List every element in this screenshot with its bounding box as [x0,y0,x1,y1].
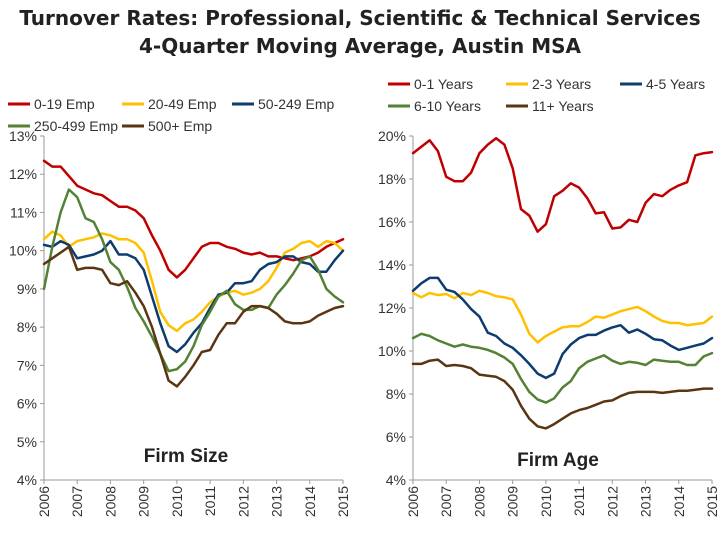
y-tick-label: 5% [17,434,37,450]
y-tick-label: 7% [17,357,37,373]
chart-title-line1: Turnover Rates: Professional, Scientific… [19,6,701,30]
legend-label: 6-10 Years [414,98,481,114]
legend-label: 0-1 Years [414,76,473,92]
x-tick-label: 2013 [269,486,285,517]
series-line [42,239,345,354]
x-tick-label: 2006 [405,486,421,517]
legend-label: 50-249 Emp [258,96,334,112]
x-tick-label: 2015 [704,486,720,517]
x-tick-label: 2007 [438,486,454,517]
x-tick-label: 2011 [202,486,218,516]
x-tick-label: 2014 [671,486,687,517]
x-tick-label: 2007 [69,486,85,517]
panel-label: Firm Size [144,446,228,467]
y-tick-label: 6% [386,429,406,445]
x-tick-label: 2012 [604,486,620,517]
y-tick-label: 12% [378,300,406,316]
legend-label: 11+ Years [532,98,594,114]
series-line [411,358,714,430]
y-tick-label: 4% [386,472,406,488]
y-tick-label: 8% [17,319,37,335]
x-tick-label: 2006 [36,486,52,517]
y-tick-label: 10% [378,343,406,359]
y-tick-label: 6% [17,396,37,412]
x-tick-label: 2009 [505,486,521,517]
y-tick-label: 10% [9,243,37,259]
y-tick-label: 13% [9,128,37,144]
x-tick-label: 2012 [235,486,251,517]
x-tick-label: 2014 [302,486,318,517]
x-tick-label: 2008 [102,486,118,517]
series-line [411,276,714,380]
series-line [42,230,345,333]
y-tick-label: 14% [378,257,406,273]
legend-label: 4-5 Years [646,76,705,92]
y-tick-label: 16% [378,214,406,230]
legend-label: 2-3 Years [532,76,591,92]
chart-title-line2: 4-Quarter Moving Average, Austin MSA [138,34,581,58]
y-tick-label: 9% [17,281,37,297]
panel-label: Firm Age [517,450,599,471]
legend-label: 20-49 Emp [148,96,217,112]
y-tick-label: 8% [386,386,406,402]
legend-label: 250-499 Emp [34,118,118,134]
y-tick-label: 18% [378,171,406,187]
y-tick-label: 12% [9,166,37,182]
x-tick-label: 2010 [169,486,185,517]
y-tick-label: 4% [17,472,37,488]
legend-label: 500+ Emp [148,118,212,134]
x-tick-label: 2011 [571,486,587,516]
x-tick-label: 2009 [136,486,152,517]
x-tick-label: 2015 [335,486,351,517]
series-line [42,188,345,373]
series-line [411,289,714,344]
x-tick-label: 2013 [638,486,654,517]
series-line [42,245,345,388]
series-line [411,136,714,233]
series-line [42,159,345,279]
legend-label: 0-19 Emp [34,96,95,112]
series-line [411,332,714,404]
y-tick-label: 11% [10,204,37,220]
x-tick-label: 2008 [471,486,487,517]
y-tick-label: 20% [378,128,406,144]
x-tick-label: 2010 [538,486,554,517]
